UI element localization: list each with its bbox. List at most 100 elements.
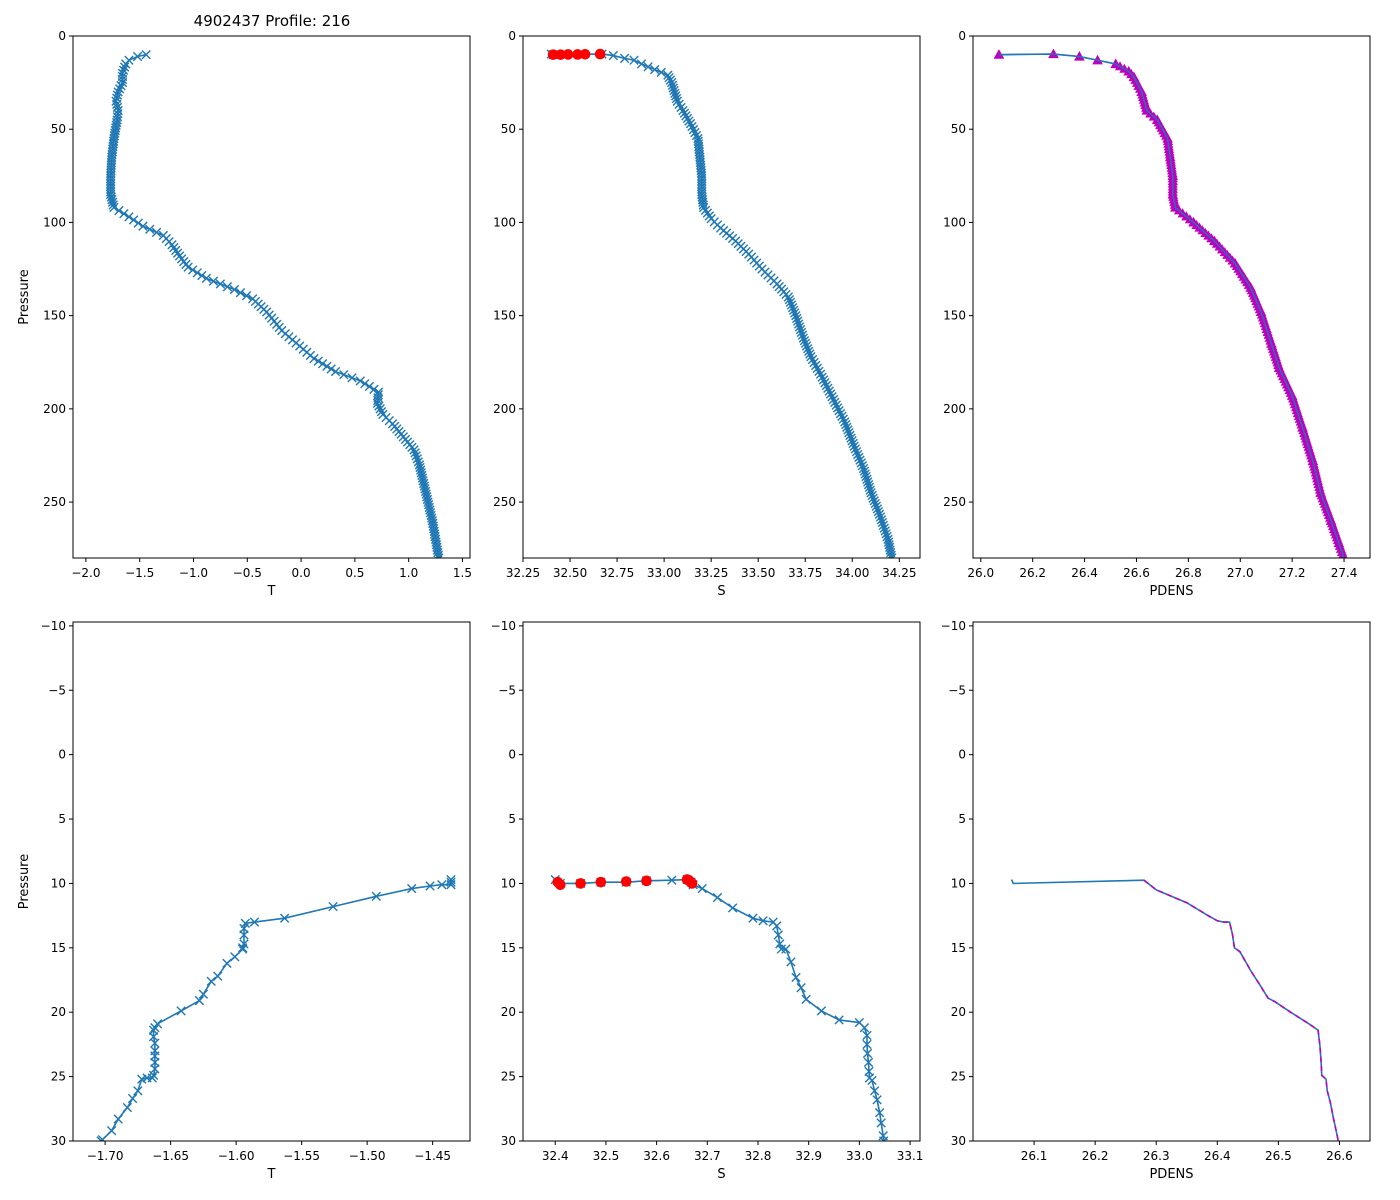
data-point (676, 102, 686, 113)
data-point (698, 200, 708, 210)
data-point (122, 1102, 133, 1113)
data-point (376, 406, 387, 417)
data-point (727, 903, 738, 913)
data-point (781, 289, 791, 300)
x-tick-label: −1.55 (283, 1149, 320, 1163)
data-point (796, 983, 806, 993)
flag-point (595, 876, 607, 888)
x-tick-label: 33.0 (846, 1149, 873, 1163)
data-point (150, 1038, 160, 1048)
x-tick-label: 27.2 (1279, 566, 1306, 580)
data-point (373, 392, 383, 403)
x-tick-label: 32.8 (745, 1149, 772, 1163)
data-point (817, 372, 827, 382)
y-tick-label: 20 (501, 1005, 516, 1019)
x-tick-label: −1.70 (87, 1149, 124, 1163)
data-point (805, 349, 815, 359)
x-tick-label: 26.5 (1265, 1149, 1292, 1163)
data-point (412, 454, 422, 464)
data-point (425, 881, 435, 891)
series-line (1010, 879, 1340, 1141)
data-point (800, 338, 811, 349)
x-tick-label: 33.1 (897, 1149, 924, 1163)
data-point (237, 944, 248, 954)
data-point (230, 952, 240, 962)
data-point (433, 550, 444, 558)
data-point (851, 447, 862, 457)
dense-markers (998, 53, 1348, 558)
data-point (417, 473, 428, 483)
data-point (793, 316, 803, 326)
x-tick-label: 26.2 (1082, 1149, 1109, 1163)
y-tick-label: 0 (508, 29, 516, 43)
chart-top-temperature: −2.0 −1.5 −1.0 −0.5 0.0 0.5 1.0 1.5 0 50 100 150 200… (17, 29, 472, 599)
y-tick-label: 15 (501, 941, 516, 955)
data-point (187, 265, 198, 275)
y-tick-label: 10 (51, 876, 66, 890)
data-point (235, 287, 246, 298)
data-point (870, 498, 880, 509)
data-point (411, 451, 421, 461)
data-point (834, 1015, 844, 1025)
x-axis-label: PDENS (1149, 1167, 1193, 1182)
data-point (784, 294, 795, 305)
data-point (374, 401, 384, 411)
data-point (867, 490, 877, 501)
y-tick-label: 15 (951, 941, 966, 955)
flag-point (594, 48, 606, 60)
flag-point (686, 878, 698, 889)
data-point (869, 1086, 880, 1096)
axes-frame (522, 35, 921, 559)
flag-point (562, 49, 574, 60)
x-tick-label: −1.50 (349, 1149, 386, 1163)
figure-title: 4902437 Profile: 216 (194, 12, 351, 30)
data-point (795, 324, 806, 335)
data-point (113, 1114, 123, 1124)
data-point (857, 461, 868, 471)
y-tick-label: 50 (501, 122, 516, 136)
data-point (882, 531, 892, 542)
data-point (788, 305, 799, 316)
x-tick-label: 34.25 (882, 566, 916, 580)
dense-markers (643, 62, 896, 558)
data-point (801, 994, 811, 1005)
data-point (791, 310, 801, 321)
data-point (656, 67, 666, 78)
data-point (844, 427, 854, 438)
data-point (697, 883, 707, 894)
data-point (786, 300, 797, 310)
data-point (422, 492, 432, 502)
x-tick-label: 32.4 (542, 1149, 569, 1163)
data-point (854, 452, 864, 463)
data-point (691, 130, 702, 141)
series-s-profile (546, 49, 897, 558)
x-tick-label: 26.8 (1175, 566, 1202, 580)
data-point (828, 394, 839, 405)
data-point (328, 901, 338, 912)
data-point (872, 504, 883, 514)
data-point (113, 108, 123, 119)
x-tick-label: 26.6 (1326, 1149, 1353, 1163)
data-point (886, 550, 896, 558)
series-flagged-near-surface (547, 48, 606, 60)
data-point (866, 488, 876, 498)
y-tick-label: 25 (951, 1070, 966, 1084)
data-point (322, 361, 332, 372)
data-point (785, 297, 796, 308)
data-point (862, 1039, 872, 1050)
y-tick-label: −5 (498, 683, 516, 697)
series-line (1143, 879, 1340, 1141)
axes-frame (72, 35, 471, 559)
data-point (133, 1086, 143, 1096)
x-tick-label: 26.4 (1204, 1149, 1231, 1163)
data-point (861, 471, 871, 482)
data-point (429, 529, 440, 539)
data-point (266, 313, 277, 323)
series-t-profile (96, 874, 456, 1141)
data-point (823, 383, 833, 394)
chart-bottom-density: 26.1 26.2 26.3 26.4 26.5 26.6 −10 −5 0 5 10 15 20 25 3… (941, 619, 1371, 1182)
data-point (330, 366, 341, 377)
data-point (799, 335, 810, 346)
data-point (237, 943, 248, 953)
series-line (100, 879, 452, 1141)
